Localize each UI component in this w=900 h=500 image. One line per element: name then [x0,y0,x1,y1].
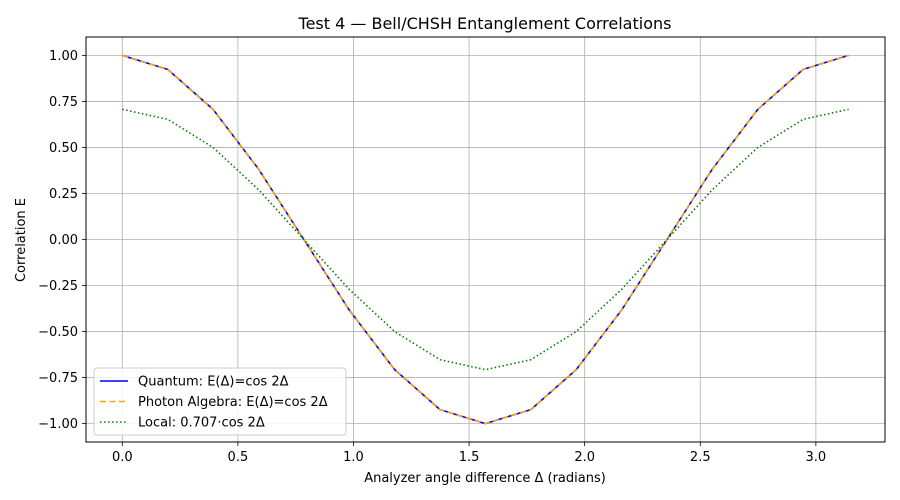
y-tick-label: 0.00 [49,233,78,248]
y-tick-label: 0.75 [49,95,78,110]
legend-label: Local: 0.707·cos 2Δ [138,416,265,431]
y-tick-label: −0.50 [38,325,78,340]
y-tick-label: −0.25 [38,279,78,294]
legend-label: Quantum: E(Δ)=cos 2Δ [138,375,289,390]
series-line-1 [122,54,849,425]
chart-title: Test 4 — Bell/CHSH Entanglement Correlat… [298,14,672,33]
y-tick-label: −0.75 [38,371,78,386]
x-tick-label: 3.0 [806,450,827,465]
legend: Quantum: E(Δ)=cos 2Δ Photon Algebra: E(Δ)… [93,367,347,436]
x-tick-label: 2.5 [690,450,711,465]
legend-label: Photon Algebra: E(Δ)=cos 2Δ [138,395,328,410]
x-tick-label: 0.0 [112,450,133,465]
y-tick-label: 0.50 [49,141,78,156]
x-axis: 0.0 0.5 1.0 1.5 2.0 2.5 3.0 [112,442,826,465]
legend-box [93,367,347,436]
y-axis: 1.00 0.75 0.50 0.25 0.00 −0.25 −0.50 −0.75 −1.00 [38,49,86,432]
y-axis-label: Correlation E [14,198,29,282]
y-tick-label: 0.25 [49,187,78,202]
series-layer [122,54,849,425]
grid [86,37,885,442]
x-tick-label: 1.0 [343,450,364,465]
x-tick-label: 2.0 [574,450,595,465]
x-tick-label: 1.5 [459,450,480,465]
x-tick-label: 0.5 [228,450,249,465]
x-axis-label: Analyzer angle difference Δ (radians) [364,471,606,486]
y-tick-label: −1.00 [38,417,78,432]
y-tick-label: 1.00 [49,49,78,64]
series-line-2 [122,108,849,371]
